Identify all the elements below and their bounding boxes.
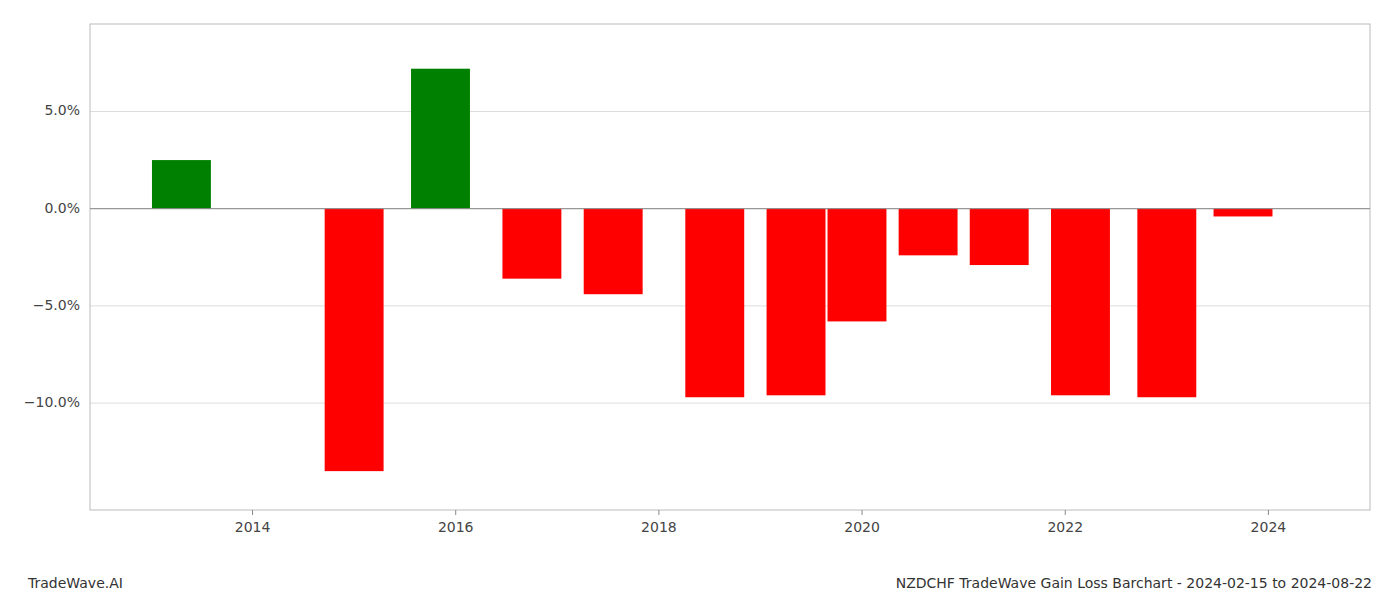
bar — [1137, 209, 1196, 398]
grid-line — [90, 208, 1370, 209]
x-tick — [658, 510, 659, 515]
bars — [152, 69, 1273, 471]
x-tick — [1268, 510, 1269, 515]
bar — [685, 209, 744, 398]
grid-line — [90, 111, 1370, 112]
bar — [1051, 209, 1110, 396]
y-tick-label: −5.0% — [33, 297, 80, 313]
x-tick-label: 2024 — [1251, 519, 1287, 535]
bar — [325, 209, 384, 471]
bar — [584, 209, 643, 295]
bar — [152, 160, 211, 209]
bar — [828, 209, 887, 322]
x-tick-label: 2020 — [844, 519, 880, 535]
zero-line — [90, 208, 1370, 209]
y-tick-labels: −10.0% −5.0% 0.0% 5.0% — [24, 102, 80, 410]
chart-svg: −10.0%−5.0%0.0%5.0%201420162018202020222… — [0, 0, 1400, 600]
title: NZDCHF TradeWave Gain Loss Barchart - 20… — [896, 575, 1372, 591]
x-tick — [862, 510, 863, 515]
bar — [1214, 209, 1273, 217]
footer-annotation: TradeWave.AI — [27, 575, 123, 591]
bar — [970, 209, 1029, 265]
y-tick-label: 0.0% — [44, 200, 80, 216]
bar — [899, 209, 958, 256]
x-tick-label: 2018 — [641, 519, 677, 535]
x-ticks: 2014 2016 2018 2020 2022 2024 — [235, 510, 1287, 535]
x-tick — [455, 510, 456, 515]
x-tick-label: 2022 — [1047, 519, 1083, 535]
y-tick-label: 5.0% — [44, 102, 80, 118]
bar — [411, 69, 470, 209]
x-tick — [252, 510, 253, 515]
x-tick — [1065, 510, 1066, 515]
x-tick-label: 2014 — [235, 519, 271, 535]
bar — [767, 209, 826, 396]
page: {"chart_data": {"type": "bar", "title": … — [0, 0, 1400, 600]
y-grid — [90, 111, 1370, 403]
x-tick-label: 2016 — [438, 519, 474, 535]
grid-line — [90, 403, 1370, 404]
plot-frame — [90, 24, 1370, 510]
bar — [502, 209, 561, 279]
background — [0, 0, 1400, 600]
chart-container: −10.0%−5.0%0.0%5.0%201420162018202020222… — [0, 0, 1400, 600]
y-tick-label: −10.0% — [24, 394, 80, 410]
